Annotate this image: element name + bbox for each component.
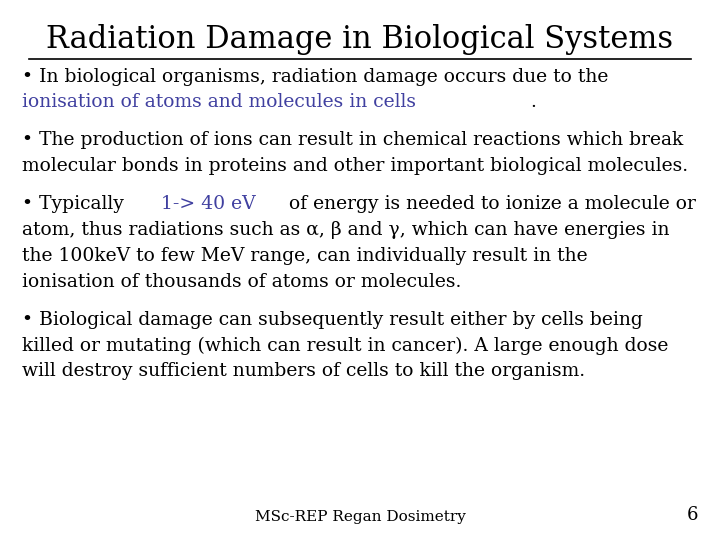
Text: .: .	[530, 93, 536, 111]
Text: • The production of ions can result in chemical reactions which break: • The production of ions can result in c…	[22, 131, 683, 149]
Text: MSc-REP Regan Dosimetry: MSc-REP Regan Dosimetry	[255, 510, 465, 524]
Text: • Biological damage can subsequently result either by cells being: • Biological damage can subsequently res…	[22, 310, 642, 328]
Text: atom, thus radiations such as α, β and γ, which can have energies in: atom, thus radiations such as α, β and γ…	[22, 221, 669, 239]
Text: molecular bonds in proteins and other important biological molecules.: molecular bonds in proteins and other im…	[22, 157, 688, 175]
Text: • In biological organisms, radiation damage occurs due to the: • In biological organisms, radiation dam…	[22, 68, 608, 85]
Text: of energy is needed to ionize a molecule or: of energy is needed to ionize a molecule…	[283, 195, 696, 213]
Text: killed or mutating (which can result in cancer). A large enough dose: killed or mutating (which can result in …	[22, 336, 668, 355]
Text: ionisation of atoms and molecules in cells: ionisation of atoms and molecules in cel…	[22, 93, 415, 111]
Text: ionisation of thousands of atoms or molecules.: ionisation of thousands of atoms or mole…	[22, 273, 461, 291]
Text: the 100keV to few MeV range, can individually result in the: the 100keV to few MeV range, can individ…	[22, 247, 588, 265]
Text: 1-> 40 eV: 1-> 40 eV	[161, 195, 256, 213]
Text: will destroy sufficient numbers of cells to kill the organism.: will destroy sufficient numbers of cells…	[22, 362, 585, 380]
Text: Radiation Damage in Biological Systems: Radiation Damage in Biological Systems	[46, 24, 674, 55]
Text: • Typically: • Typically	[22, 195, 130, 213]
Text: 6: 6	[687, 506, 698, 524]
